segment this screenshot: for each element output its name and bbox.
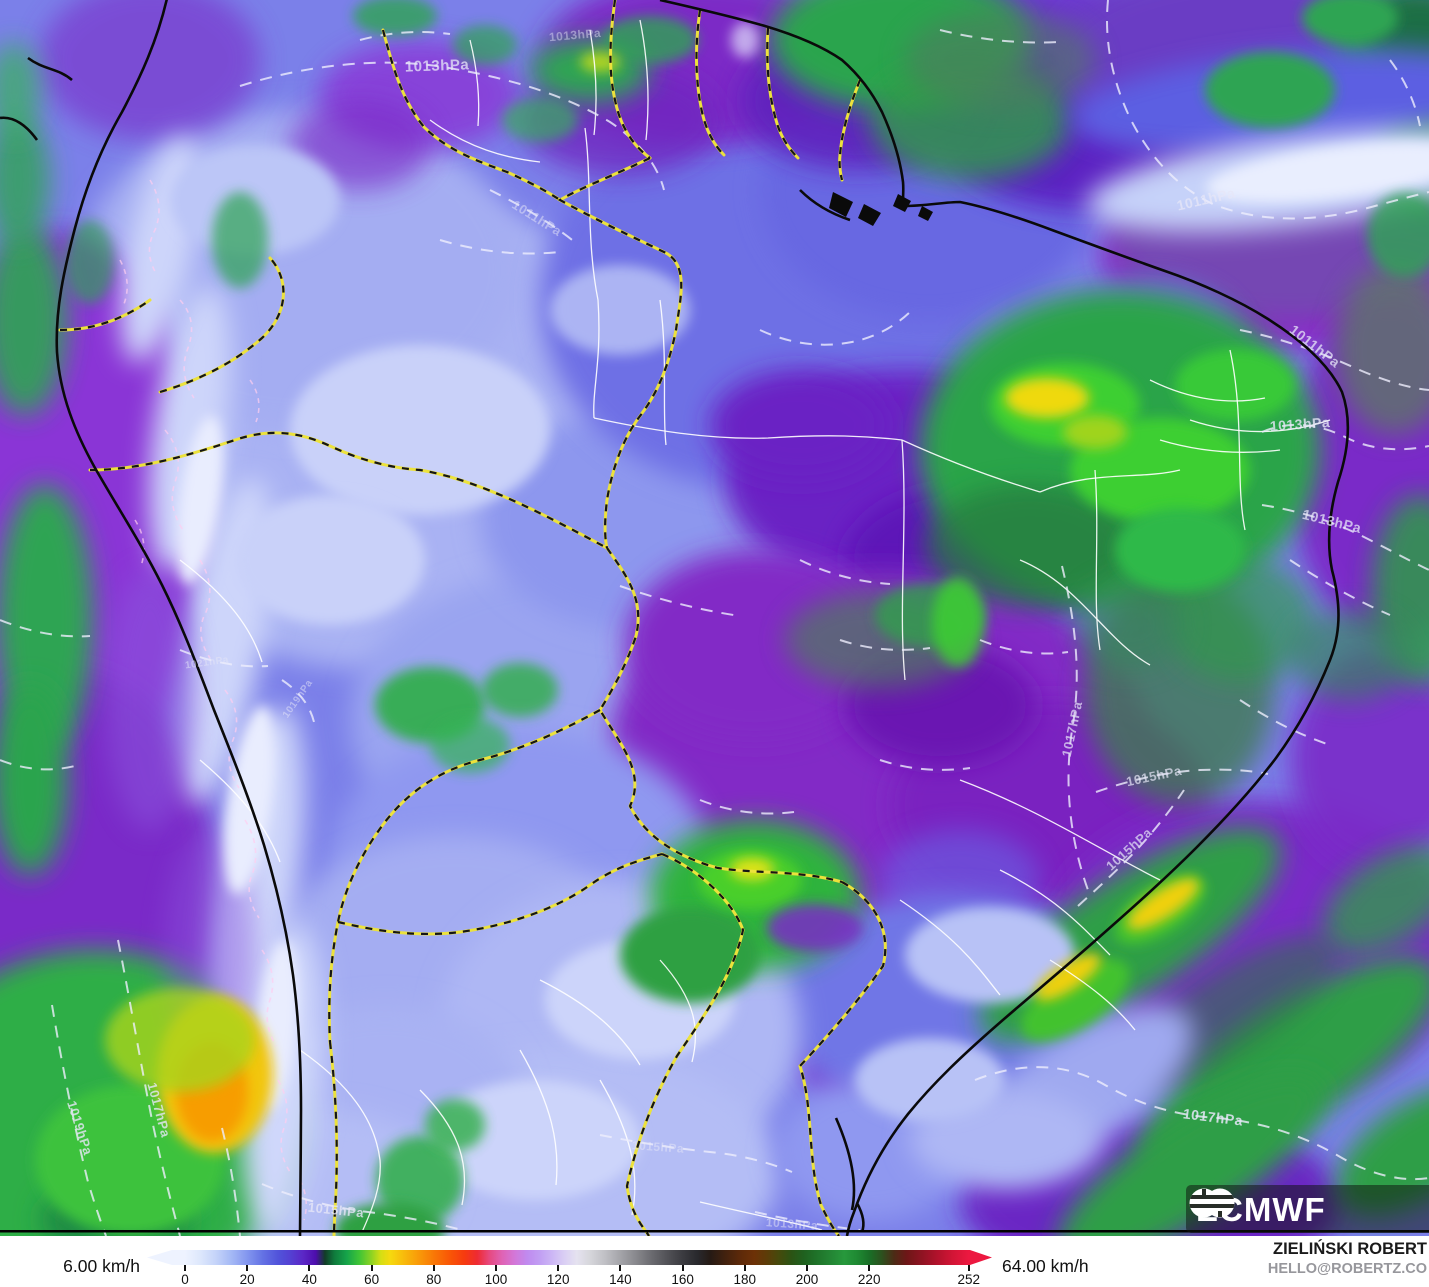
map-canvas: 1013hPa 1013hPa 1011hPa 1011hPa 1011hPa 1013h… — [0, 0, 1429, 1236]
colorbar-tick — [370, 1265, 373, 1271]
isobar-lines-layer — [0, 0, 1429, 1236]
attribution-email: HELLO@ROBERTZ.CO — [1267, 1261, 1427, 1277]
colorbar-tick-label: 80 — [426, 1272, 442, 1287]
coastline-layer — [0, 0, 1350, 1236]
colorbar-tick — [681, 1265, 684, 1271]
andes-isobar-squiggles — [119, 179, 308, 1221]
colorbar-tick — [557, 1265, 560, 1271]
colorbar-tick-label: 220 — [857, 1272, 881, 1287]
ecmwf-logo-icon — [1189, 1188, 1235, 1218]
colorbar-tick — [743, 1265, 746, 1271]
colorbar-tick-label: 140 — [609, 1272, 632, 1287]
colorbar-tick — [967, 1265, 970, 1271]
attribution-name: ZIELIŃSKI ROBERT — [1272, 1240, 1427, 1258]
colorbar-gradient — [147, 1250, 992, 1265]
colorbar-tick — [868, 1265, 871, 1271]
colorbar-tick — [184, 1265, 186, 1271]
colorbar-tick — [432, 1265, 435, 1271]
state-borders-layer — [179, 19, 1331, 1233]
colorbar-tick-label: 0 — [181, 1272, 189, 1287]
colorbar-min-label: 6.00 km/h — [63, 1256, 140, 1276]
colorbar-tick — [495, 1265, 497, 1271]
map-bottom-frame — [0, 1230, 1429, 1233]
colorbar-tick-label: 100 — [484, 1272, 508, 1287]
colorbar-max-label: 64.00 km/h — [1002, 1256, 1089, 1276]
legend-strip: 6.00 km/h 0 20 40 60 80 100 120 140 160 180 200 220… — [0, 1236, 1429, 1287]
colorbar-tick — [308, 1265, 311, 1271]
colorbar-tick-label: 160 — [671, 1272, 694, 1287]
national-borders-layer — [58, 0, 887, 1236]
colorbar-tick — [246, 1265, 249, 1271]
colorbar-tick-label: 40 — [301, 1272, 317, 1287]
wind-field-layer — [0, 0, 1429, 1236]
ecmwf-logo-badge: ECMWF — [1186, 1185, 1429, 1233]
colorbar-tick-label: 252 — [957, 1272, 980, 1287]
colorbar-tick-label: 20 — [239, 1272, 255, 1287]
colorbar-tick-label: 200 — [795, 1272, 819, 1287]
colorbar-tick — [806, 1265, 808, 1271]
colorbar-tick-label: 120 — [546, 1272, 570, 1287]
colorbar-tick-label: 180 — [733, 1272, 757, 1287]
colorbar-tick-label: 60 — [364, 1272, 380, 1287]
wind-speed-map-svg — [0, 0, 1429, 1236]
colorbar-tick — [619, 1265, 622, 1271]
